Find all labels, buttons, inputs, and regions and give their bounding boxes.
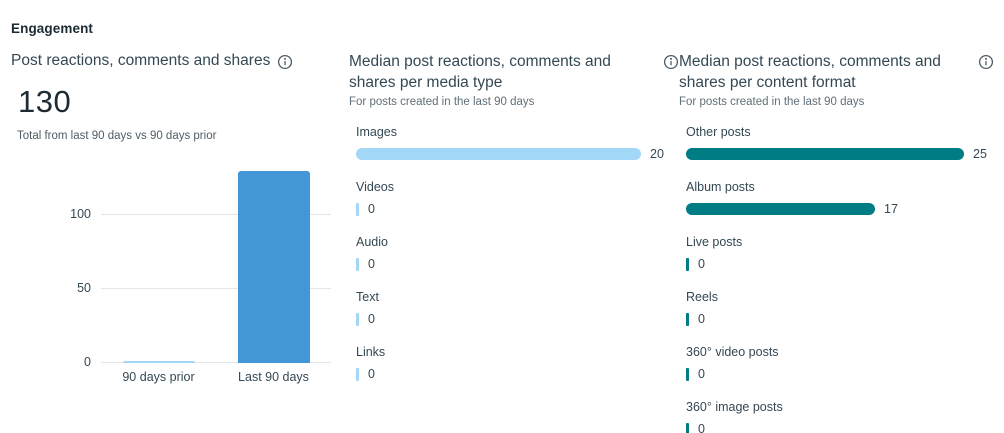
media-type-title-row: Median post reactions, comments and shar… [349, 51, 679, 93]
bar-row: Text 0 [349, 290, 679, 326]
bar-row: Other posts 25 [679, 125, 994, 161]
bar-track: 0 [356, 367, 679, 381]
column-chart-plot: 0 50 100 [53, 171, 331, 369]
panel-post-reactions-summary: Post reactions, comments and shares 130 … [11, 51, 349, 384]
y-tick-label: 100 [53, 207, 91, 222]
bar-value: 0 [698, 422, 705, 433]
column-bar [237, 171, 310, 363]
bar-row: 360° image posts 0 [679, 400, 994, 433]
x-axis-label: 90 days prior [122, 370, 195, 384]
bar-track: 0 [686, 422, 994, 433]
bar [356, 257, 359, 271]
info-icon[interactable] [277, 54, 293, 70]
bar-label: Text [356, 290, 379, 304]
x-axis-label: Last 90 days [238, 370, 309, 384]
bar-label: 360° image posts [686, 400, 783, 414]
bar [356, 148, 641, 160]
bar-row: Links 0 [349, 345, 679, 381]
media-type-title: Median post reactions, comments and shar… [349, 53, 611, 91]
info-icon[interactable] [663, 54, 679, 70]
bar [686, 422, 689, 433]
content-format-subtitle: For posts created in the last 90 days [679, 96, 865, 108]
bar-value: 0 [368, 367, 375, 381]
grid-line: 50 [53, 281, 331, 296]
panel-median-content-format: Median post reactions, comments and shar… [679, 51, 994, 433]
bar-label: Live posts [686, 235, 743, 249]
bar-track: 0 [686, 367, 994, 381]
bar [686, 148, 964, 160]
bar-value: 25 [973, 147, 987, 161]
column-chart-x-axis: 90 days prior Last 90 days [101, 370, 331, 384]
bar-row: Audio 0 [349, 235, 679, 271]
bar-label: 360° video posts [686, 345, 779, 359]
bar [686, 203, 875, 215]
bar-track: 25 [686, 147, 994, 161]
bar-label: Images [356, 125, 397, 139]
column-bar [122, 361, 195, 363]
bar-track: 0 [356, 312, 679, 326]
bar-row: Reels 0 [679, 290, 994, 326]
bar-value: 0 [368, 202, 375, 216]
media-type-subtitle: For posts created in the last 90 days [349, 96, 535, 108]
bar-value: 0 [698, 367, 705, 381]
summary-title: Post reactions, comments and shares [11, 51, 271, 69]
bar-value: 0 [368, 257, 375, 271]
bar-row: Images 20 [349, 125, 679, 161]
media-type-bar-list: Images 20 Videos 0 Audio 0 Text 0 Links 0 [349, 125, 679, 381]
bar-track: 0 [686, 312, 994, 326]
metric-total-value: 130 [18, 84, 72, 119]
metric-caption: Total from last 90 days vs 90 days prior [17, 130, 217, 142]
bar-row: Videos 0 [349, 180, 679, 216]
bar-row: 360° video posts 0 [679, 345, 994, 381]
bar-label: Reels [686, 290, 718, 304]
bar [686, 257, 689, 271]
bar [356, 312, 359, 326]
column-chart: 0 50 100 90 days prior Last 90 days [53, 171, 331, 384]
panel-median-media-type: Median post reactions, comments and shar… [349, 51, 679, 400]
info-icon[interactable] [978, 54, 994, 70]
content-format-bar-list: Other posts 25 Album posts 17 Live posts 0 Ree… [679, 125, 994, 433]
bar [686, 367, 689, 381]
bar-label: Videos [356, 180, 394, 194]
bar-value: 0 [368, 312, 375, 326]
bar [356, 367, 359, 381]
bar-value: 17 [884, 202, 898, 216]
bar-track: 0 [356, 257, 679, 271]
y-tick-label: 0 [53, 355, 91, 369]
bar-label: Links [356, 345, 386, 359]
bar-label: Other posts [686, 125, 751, 139]
y-tick-label: 50 [53, 281, 91, 296]
bar-row: Album posts 17 [679, 180, 994, 216]
content-format-title-row: Median post reactions, comments and shar… [679, 51, 994, 93]
bar-track: 0 [686, 257, 994, 271]
grid-line: 0 [53, 355, 331, 369]
bar [686, 312, 689, 326]
panels-row: Post reactions, comments and shares 130 … [11, 51, 994, 433]
bar-value: 0 [698, 312, 705, 326]
bar-track: 17 [686, 202, 994, 216]
bar-label: Album posts [686, 180, 755, 194]
summary-title-row: Post reactions, comments and shares [11, 51, 349, 70]
page-title: Engagement [11, 21, 94, 36]
bar-track: 0 [356, 202, 679, 216]
bar-label: Audio [356, 235, 388, 249]
bar-row: Live posts 0 [679, 235, 994, 271]
bar-track: 20 [356, 147, 679, 161]
bar-value: 0 [698, 257, 705, 271]
content-format-title: Median post reactions, comments and shar… [679, 53, 941, 91]
bar-value: 20 [650, 147, 664, 161]
grid-line: 100 [53, 207, 331, 222]
bar [356, 202, 359, 216]
